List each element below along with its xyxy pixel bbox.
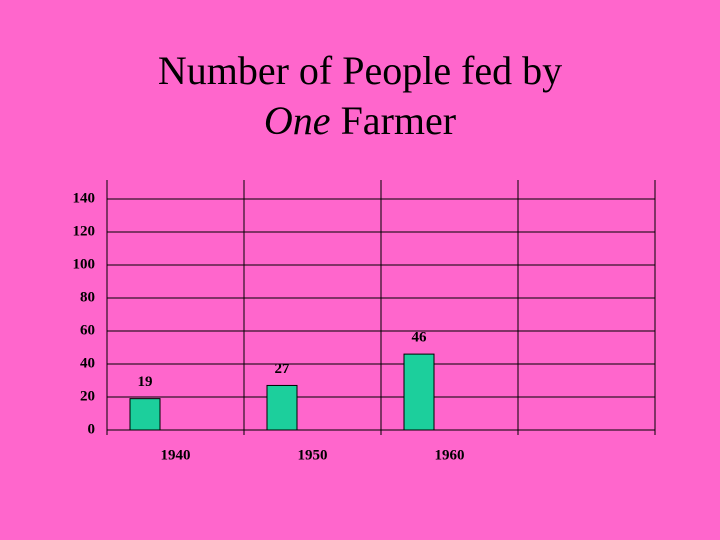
chart-title-line2: One Farmer <box>264 98 456 143</box>
y-tick-label: 20 <box>80 388 95 404</box>
x-tick-label: 1960 <box>435 447 465 463</box>
title-emphasis: One <box>264 98 331 143</box>
y-tick-label: 80 <box>80 289 95 305</box>
x-tick-label: 1950 <box>298 447 328 463</box>
y-tick-label: 60 <box>80 322 95 338</box>
x-tick-label: 1940 <box>161 447 191 463</box>
title-rest: Farmer <box>341 98 457 143</box>
y-tick-label: 40 <box>80 355 95 371</box>
data-label: 46 <box>412 330 428 346</box>
bar <box>403 353 435 431</box>
y-tick-label: 0 <box>88 421 96 437</box>
chart-title-line1: Number of People fed by <box>158 48 562 93</box>
bar <box>266 384 298 431</box>
y-tick-label: 100 <box>73 256 96 272</box>
y-tick-label: 140 <box>73 190 96 206</box>
y-tick-label: 120 <box>73 223 96 239</box>
bar <box>129 398 161 431</box>
data-label: 19 <box>138 374 153 390</box>
data-label: 27 <box>275 361 291 377</box>
